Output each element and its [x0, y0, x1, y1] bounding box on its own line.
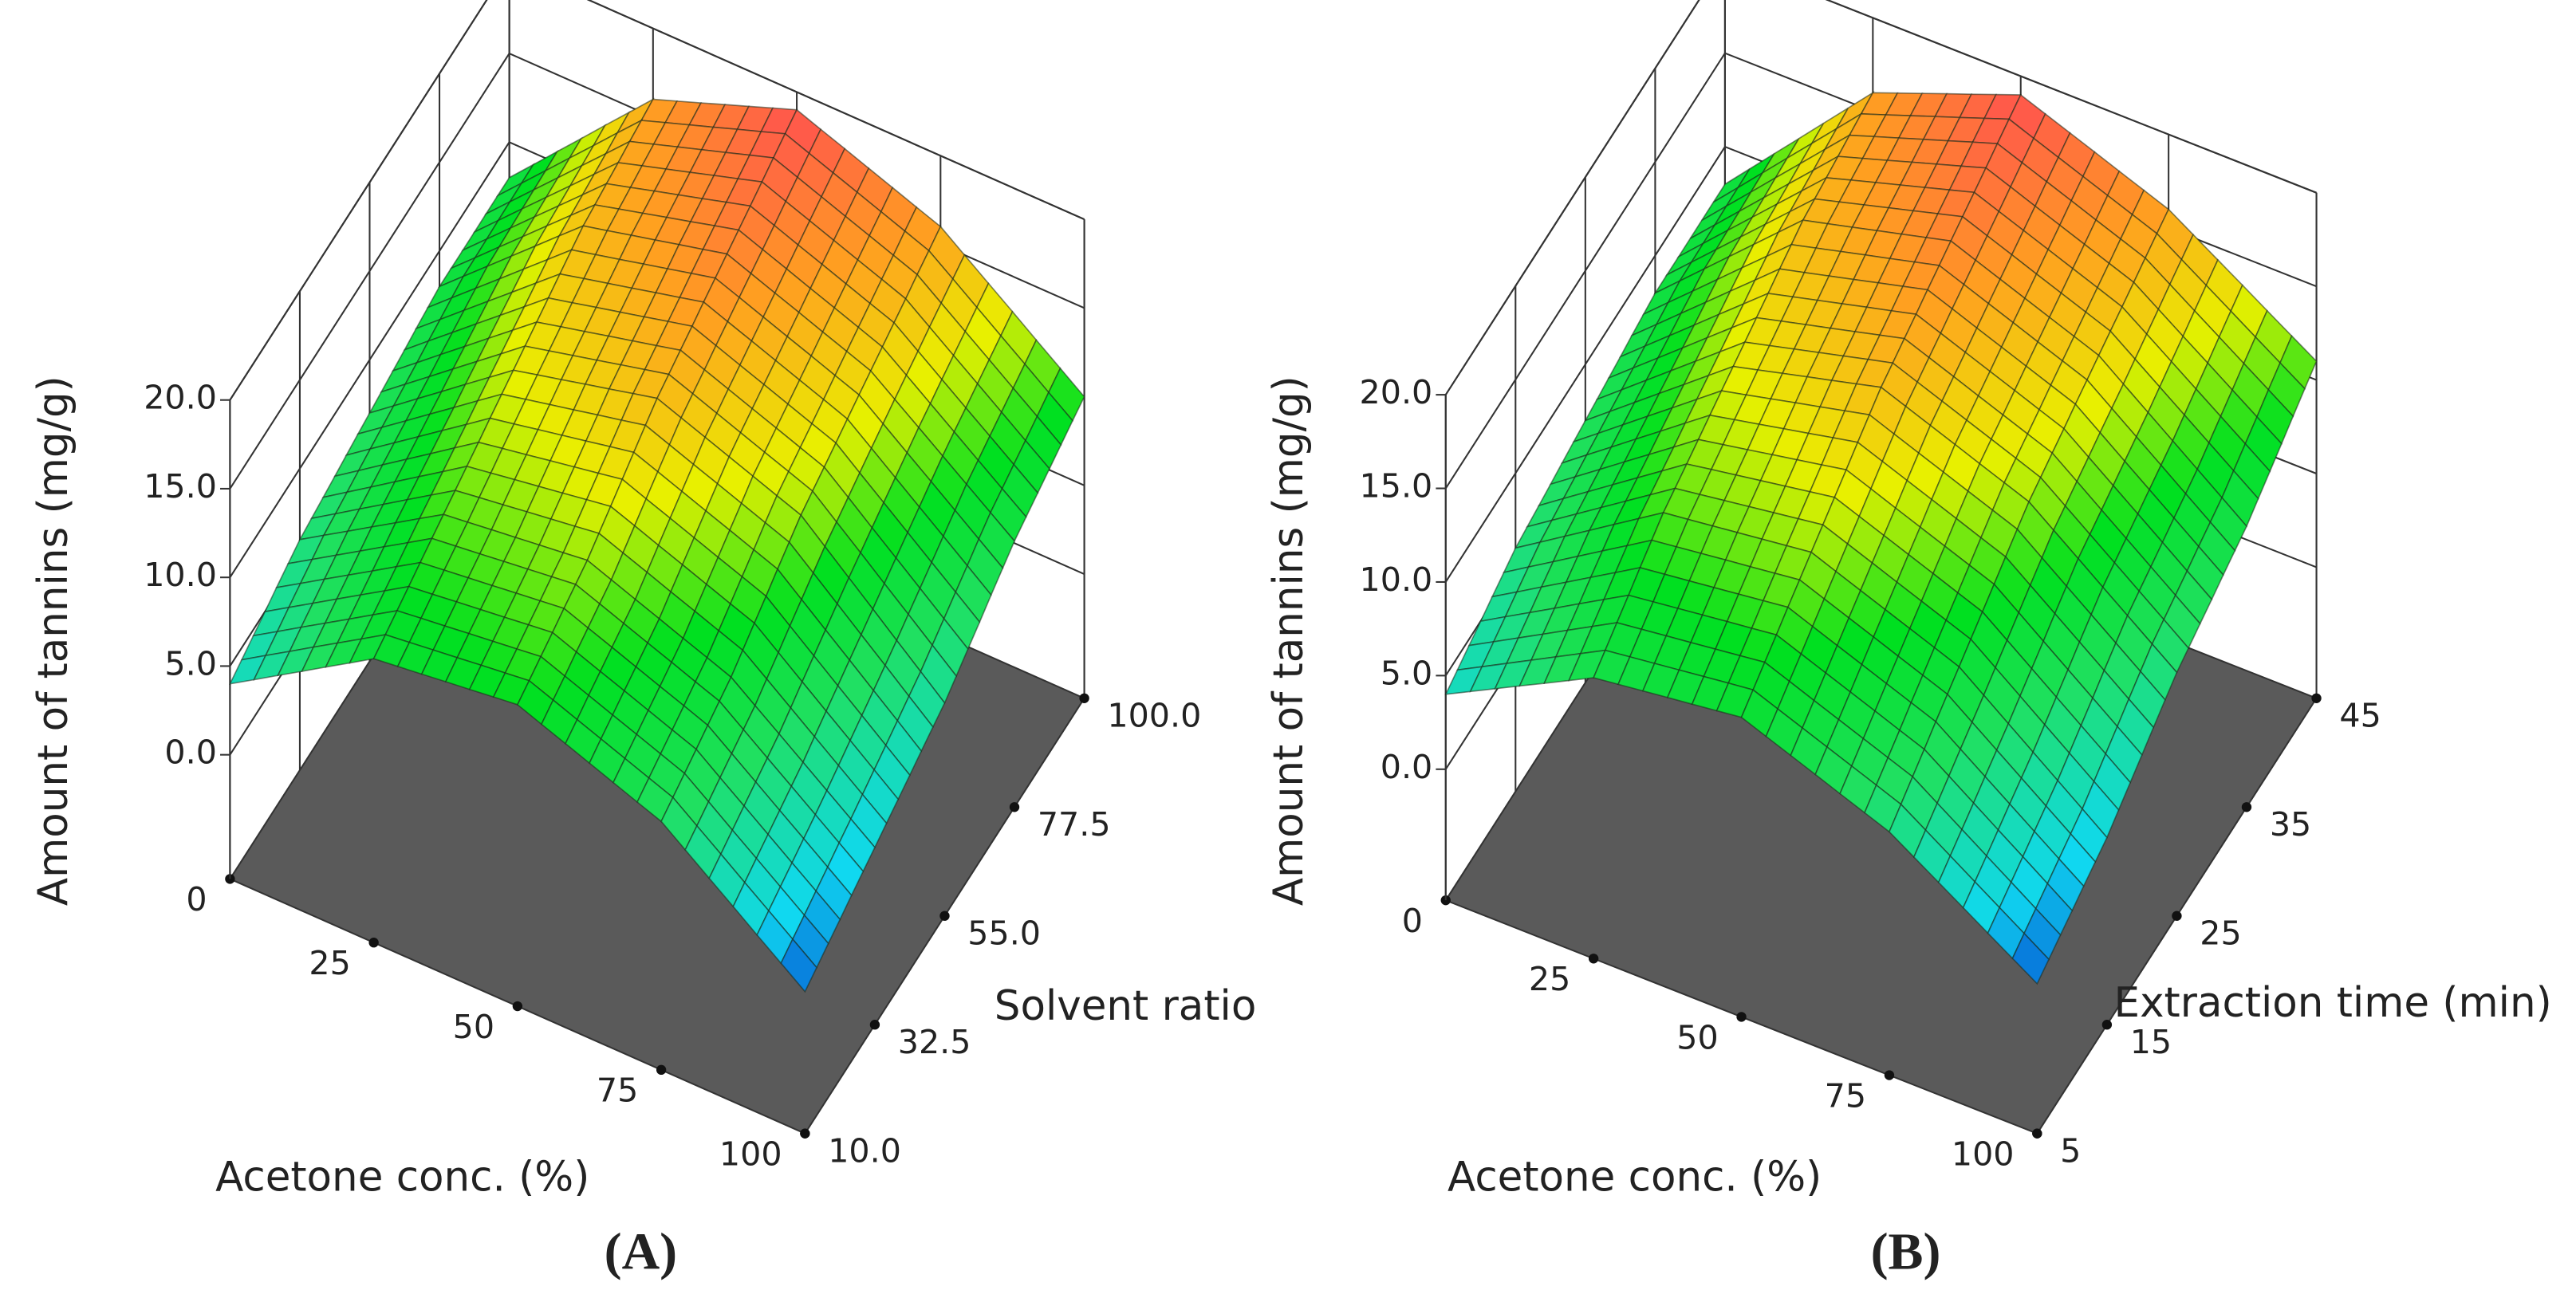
x-axis-title: Acetone conc. (%): [1448, 1153, 1822, 1201]
z-tick-label: 10.0: [144, 556, 217, 594]
tick-mark: [2032, 1128, 2042, 1139]
y-tick-label: 10.0: [828, 1131, 901, 1170]
x-tick-label: 100: [1952, 1135, 2015, 1174]
panel-label: (A): [605, 1222, 678, 1280]
x-tick-label: 100: [719, 1135, 782, 1174]
x-axis-title: Acetone conc. (%): [215, 1153, 589, 1201]
surface-plot: 0.0 5.0 10.0 15.0 20.0 0 25 50 75 100 10.0 32.5 55.0…: [30, 0, 1256, 1280]
x-tick-label: 0: [186, 880, 207, 918]
y-tick-label: 35: [2270, 805, 2311, 844]
tick-mark: [1009, 802, 1020, 812]
x-tick-label: 50: [453, 1008, 494, 1046]
grid-line: [229, 0, 488, 401]
z-tick-label: 20.0: [1360, 373, 1433, 411]
tick-mark: [656, 1064, 667, 1076]
z-tick-label: 15.0: [144, 467, 217, 505]
x-tick-label: 25: [1529, 960, 1570, 998]
z-tick-label: 10.0: [1360, 560, 1433, 599]
z-tick-label: 15.0: [1360, 467, 1433, 505]
z-tick-label: 0.0: [164, 734, 217, 772]
x-tick-label: 75: [1825, 1076, 1866, 1115]
tick-mark: [368, 938, 379, 948]
tick-mark: [2241, 802, 2252, 812]
tick-mark: [869, 1020, 880, 1030]
tick-mark: [939, 911, 950, 921]
tick-mark: [1079, 693, 1089, 703]
y-tick-label: 77.5: [1038, 805, 1111, 844]
tick-mark: [1588, 954, 1599, 964]
surface-cell: [780, 938, 817, 993]
surface-cell: [2011, 932, 2050, 985]
x-tick-label: 25: [309, 944, 350, 982]
x-tick-label: 75: [597, 1072, 638, 1110]
z-tick-label: 5.0: [164, 644, 217, 682]
y-tick-label: 25: [2200, 914, 2241, 952]
y-tick-label: 100.0: [1107, 697, 1201, 735]
y-tick-label: 32.5: [898, 1023, 971, 1061]
z-tick-label: 5.0: [1381, 654, 1433, 692]
tick-mark: [1736, 1012, 1747, 1022]
y-tick-label: 55.0: [967, 914, 1041, 952]
z-axis-title: Amount of tannins (mg/g): [30, 376, 77, 906]
y-tick-label: 45: [2339, 697, 2381, 735]
x-tick-label: 50: [1676, 1018, 1718, 1056]
tick-mark: [512, 1001, 523, 1012]
y-tick-label: 15: [2130, 1023, 2172, 1061]
tick-mark: [800, 1128, 810, 1139]
z-tick-label: 0.0: [1381, 748, 1433, 786]
tick-mark: [2101, 1020, 2113, 1030]
y-tick-label: 5: [2060, 1131, 2081, 1170]
tick-mark: [2172, 911, 2182, 921]
surface-plot: 0.0 5.0 10.0 15.0 20.0 0 25 50 75 100 5 15 25 35 45 Ace…: [1265, 0, 2552, 1280]
x-tick-label: 0: [1402, 902, 1423, 940]
z-tick-label: 20.0: [144, 379, 217, 417]
y-axis-title: Solvent ratio: [995, 982, 1257, 1030]
z-axis-title: Amount of tannins (mg/g): [1265, 376, 1313, 906]
tick-mark: [2311, 693, 2322, 703]
y-axis-title: Extraction time (min): [2114, 979, 2552, 1027]
tick-mark: [1884, 1070, 1895, 1080]
grid-line: [1825, 0, 2317, 194]
panel-label: (B): [1871, 1222, 1941, 1280]
grid-line: [586, 0, 1085, 221]
